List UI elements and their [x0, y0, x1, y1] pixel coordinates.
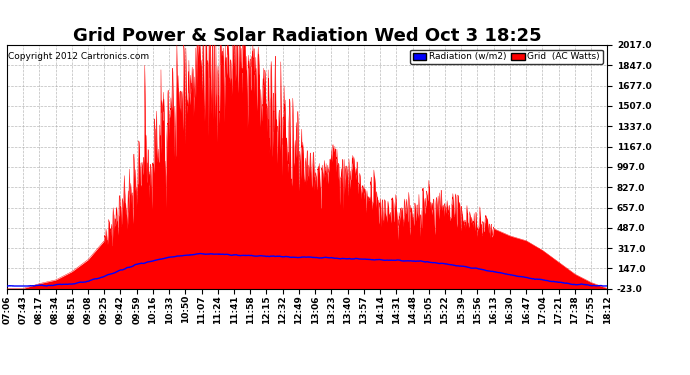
Text: Copyright 2012 Cartronics.com: Copyright 2012 Cartronics.com [8, 53, 149, 61]
Title: Grid Power & Solar Radiation Wed Oct 3 18:25: Grid Power & Solar Radiation Wed Oct 3 1… [72, 27, 542, 45]
Legend: Radiation (w/m2), Grid  (AC Watts): Radiation (w/m2), Grid (AC Watts) [410, 50, 602, 64]
